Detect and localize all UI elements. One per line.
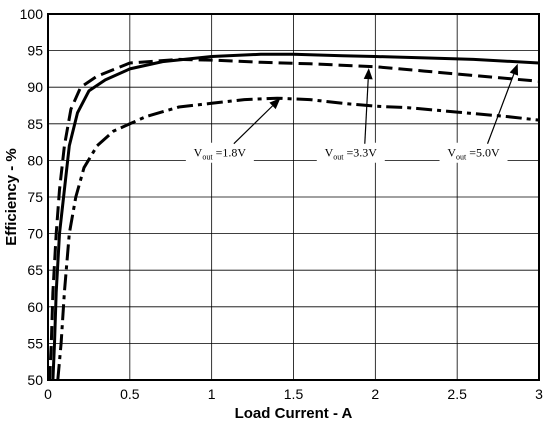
y-tick-label: 90: [27, 79, 43, 95]
annotation-arrowhead: [363, 68, 373, 80]
annotation-label: Vout =5.0V: [447, 146, 500, 162]
y-tick-label: 75: [27, 189, 43, 205]
tick-labels: 0 0.5 1 1.5 2 2.5 3 50 55 60 65 70 75 80 85 90 95 100: [20, 6, 543, 402]
y-tick-label: 100: [20, 6, 44, 22]
grid: [48, 14, 539, 380]
annotation-label: Vout =3.3V: [325, 146, 378, 162]
y-tick-label: 95: [27, 43, 43, 59]
annotation-arrowhead: [509, 63, 519, 76]
y-tick-label: 70: [27, 226, 43, 242]
y-tick-label: 60: [27, 299, 43, 315]
annotation-bg: [185, 142, 254, 163]
x-tick-label: 0.5: [120, 386, 140, 402]
annotation-arrow-shaft: [486, 73, 515, 144]
x-axis-title: Load Current - A: [235, 405, 353, 422]
y-tick-label: 50: [27, 372, 43, 388]
y-axis-title: Efficiency - %: [3, 148, 20, 246]
y-tick-label: 85: [27, 116, 43, 132]
x-tick-label: 1.5: [284, 386, 304, 402]
annotation-bg: [439, 142, 508, 163]
annotation-arrowhead: [269, 98, 281, 110]
plot-frame: [47, 13, 540, 381]
series-lines: [48, 52, 540, 381]
annotations: Vout =1.8V Vout =3.3V Vout =5.0V: [185, 63, 519, 163]
annotation-bg: [316, 142, 385, 163]
annotation-arrow-shaft: [233, 105, 273, 145]
y-tick-label: 80: [27, 152, 43, 168]
x-tick-label: 2: [371, 386, 379, 402]
y-tick-label: 55: [27, 335, 43, 351]
x-tick-label: 2.5: [447, 386, 467, 402]
series-line: [56, 96, 540, 381]
x-tick-label: 0: [44, 386, 52, 402]
series-line: [51, 52, 540, 381]
y-tick-label: 65: [27, 262, 43, 278]
x-tick-label: 3: [535, 386, 543, 402]
series-line: [48, 57, 540, 381]
annotation-arrow-shaft: [364, 79, 369, 144]
annotation-label: Vout =1.8V: [194, 146, 247, 162]
x-tick-label: 1: [208, 386, 216, 402]
